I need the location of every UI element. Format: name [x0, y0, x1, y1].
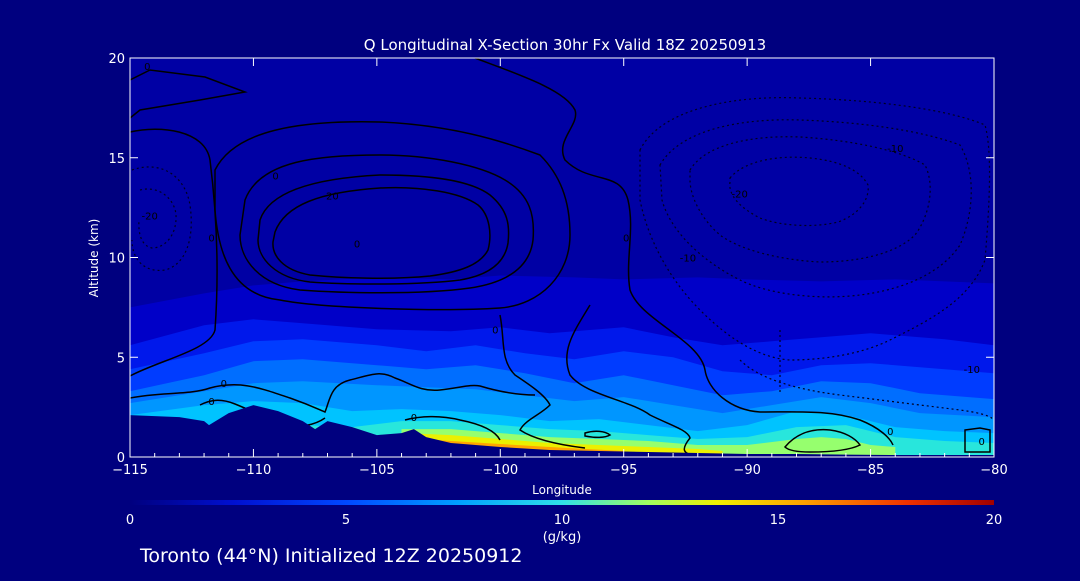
contour-label-9: -10	[887, 144, 903, 155]
contour-jet-outer	[214, 121, 571, 311]
contour-label-16: -10	[964, 365, 980, 376]
y-tick-label-2: 10	[108, 252, 125, 267]
contour-label-5: 0	[208, 234, 214, 245]
contour-label-2: 20	[326, 192, 339, 203]
dashed-west-outer	[131, 166, 192, 271]
contour-jet-core	[272, 186, 491, 279]
colorbar-tick-label-1: 5	[342, 513, 350, 528]
colorbar-tick-label-3: 15	[770, 513, 787, 528]
contour-lines	[130, 58, 991, 457]
contour-label-4: -20	[142, 212, 158, 223]
x-tick-label-6: −85	[857, 463, 884, 478]
contour-center-middle	[566, 304, 701, 457]
x-axis-label: Longitude	[532, 483, 592, 497]
contour-label-7: -10	[680, 254, 696, 265]
contour-label-8: -20	[732, 190, 748, 201]
dashed-west-inner	[138, 188, 177, 249]
chart-title: Q Longitudinal X-Section 30hr Fx Valid 1…	[364, 36, 766, 54]
colorbar-tick-label-2: 10	[554, 513, 571, 528]
contour-west-boundary	[130, 128, 218, 377]
contour-label-12: 0	[208, 397, 214, 408]
x-tick-label-3: −100	[482, 463, 518, 478]
contour-east-edge	[964, 427, 991, 453]
contour-label-14: 0	[887, 427, 893, 438]
x-tick-label-1: −110	[236, 463, 272, 478]
contour-low-basin	[404, 415, 501, 441]
contour-jet-mid	[239, 154, 535, 294]
x-tick-label-4: −95	[610, 463, 637, 478]
y-tick-label-0: 0	[117, 451, 125, 466]
x-tick-label-7: −80	[980, 463, 1007, 478]
contour-jet-inner	[257, 174, 510, 285]
y-tick-label-4: 20	[108, 52, 125, 67]
colorbar-tick-label-4: 20	[986, 513, 1003, 528]
contour-outer-west	[130, 69, 248, 119]
colorbar-tick-label-0: 0	[126, 513, 134, 528]
y-tick-label-3: 15	[108, 152, 125, 167]
contour-label-6: 0	[623, 234, 629, 245]
contour-label-15: 0	[979, 437, 985, 448]
contour-label-13: 0	[411, 413, 417, 424]
contour-label-0: 0	[144, 62, 150, 73]
contour-label-1: 0	[272, 172, 278, 183]
terrain	[130, 405, 994, 457]
contour-label-3: 0	[354, 240, 360, 251]
dashed-east-mid	[659, 119, 972, 298]
dashed-contours	[131, 97, 994, 421]
contour-center-north	[474, 58, 894, 446]
colorbar-unit: (g/kg)	[543, 530, 582, 545]
dashed-east-core	[729, 156, 869, 227]
y-axis-label: Altitude (km)	[87, 219, 101, 298]
dashed-east-outer	[639, 97, 991, 361]
contour-low-west	[130, 373, 536, 413]
x-tick-label-5: −90	[733, 463, 760, 478]
contour-label-10: 0	[492, 325, 498, 336]
x-axis: −115 −110 −105 −100 −95 −90 −85 −80	[112, 58, 1008, 478]
location-line: Toronto (44°N) Initialized 12Z 20250912	[139, 545, 523, 567]
colorbar	[130, 500, 994, 505]
colorbar-ticks: 0 5 10 15 20	[126, 513, 1002, 528]
contour-east-cell	[783, 428, 862, 453]
x-tick-label-2: −105	[359, 463, 395, 478]
contour-low-cell	[584, 430, 612, 439]
contour-center-south	[499, 314, 586, 449]
x-tick-label-0: −115	[112, 463, 148, 478]
contour-label-11: 0	[221, 379, 227, 390]
dashed-east-low	[739, 330, 994, 421]
y-tick-label-1: 5	[117, 351, 125, 366]
y-axis: 0 5 10 15 20	[108, 52, 994, 466]
